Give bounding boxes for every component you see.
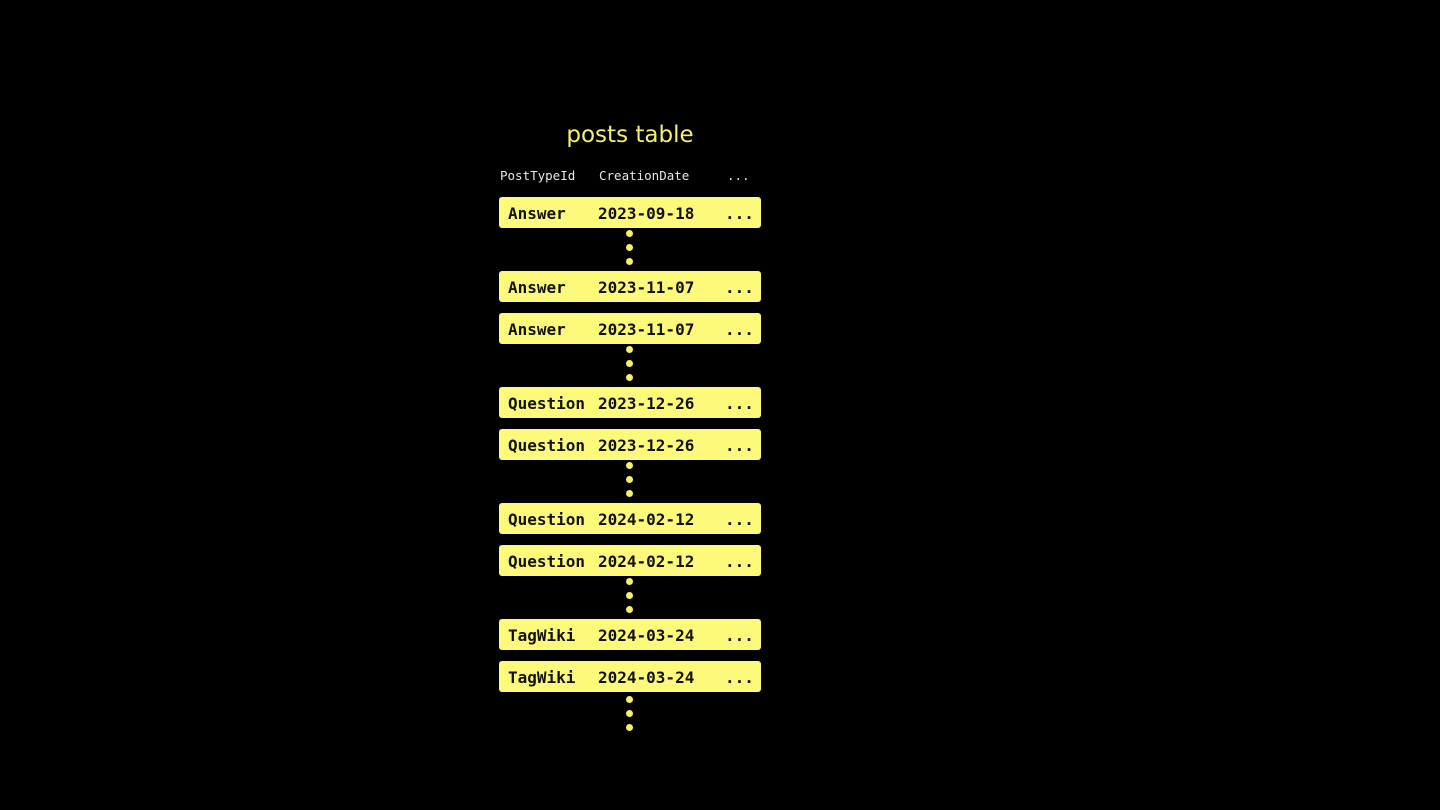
table-row: Question 2024-02-12...	[499, 503, 761, 534]
ellipsis-dot	[626, 592, 633, 599]
ellipsis-dot	[626, 360, 633, 367]
post-type-cell: Answer	[508, 204, 566, 223]
ellipsis-dot	[626, 244, 633, 251]
creation-date-cell: 2023-11-07	[598, 320, 695, 339]
table-row: Answer 2023-09-18...	[499, 197, 761, 228]
column-header-creationdate: CreationDate	[599, 168, 690, 183]
creation-date-cell: 2024-02-12	[598, 552, 695, 571]
table-row: Question 2023-12-26...	[499, 429, 761, 460]
post-type-cell: Answer	[508, 278, 566, 297]
ellipsis-dot	[626, 258, 633, 265]
ellipsis-dot	[626, 490, 633, 497]
more-cell: ...	[725, 204, 754, 223]
ellipsis-dot	[626, 462, 633, 469]
ellipsis-dot	[626, 230, 633, 237]
ellipsis-dot	[626, 710, 633, 717]
table-row: Answer 2023-11-07...	[499, 313, 761, 344]
post-type-cell: TagWiki	[508, 626, 576, 645]
ellipsis-dot	[626, 476, 633, 483]
more-cell: ...	[725, 626, 754, 645]
column-header-posttypeid: PostTypeId	[500, 168, 576, 183]
post-type-cell: Answer	[508, 320, 566, 339]
diagram-title: posts table	[566, 122, 694, 148]
table-row: TagWiki 2024-03-24...	[499, 661, 761, 692]
post-type-cell: Question	[508, 510, 586, 529]
creation-date-cell: 2023-09-18	[598, 204, 695, 223]
ellipsis-dot	[626, 374, 633, 381]
post-type-cell: Question	[508, 552, 586, 571]
table-row: TagWiki 2024-03-24...	[499, 619, 761, 650]
creation-date-cell: 2023-12-26	[598, 394, 695, 413]
more-cell: ...	[725, 552, 754, 571]
ellipsis-dot	[626, 606, 633, 613]
table-row: Question 2023-12-26...	[499, 387, 761, 418]
creation-date-cell: 2024-03-24	[598, 668, 695, 687]
more-cell: ...	[725, 510, 754, 529]
ellipsis-dot	[626, 696, 633, 703]
ellipsis-dot	[626, 724, 633, 731]
post-type-cell: Question	[508, 394, 586, 413]
creation-date-cell: 2024-03-24	[598, 626, 695, 645]
creation-date-cell: 2024-02-12	[598, 510, 695, 529]
column-header-more: ...	[727, 168, 750, 183]
more-cell: ...	[725, 278, 754, 297]
more-cell: ...	[725, 394, 754, 413]
creation-date-cell: 2023-12-26	[598, 436, 695, 455]
more-cell: ...	[725, 668, 754, 687]
post-type-cell: Question	[508, 436, 586, 455]
table-row: Question 2024-02-12...	[499, 545, 761, 576]
more-cell: ...	[725, 320, 754, 339]
more-cell: ...	[725, 436, 754, 455]
ellipsis-dot	[626, 346, 633, 353]
post-type-cell: TagWiki	[508, 668, 576, 687]
creation-date-cell: 2023-11-07	[598, 278, 695, 297]
ellipsis-dot	[626, 578, 633, 585]
table-row: Answer 2023-11-07...	[499, 271, 761, 302]
